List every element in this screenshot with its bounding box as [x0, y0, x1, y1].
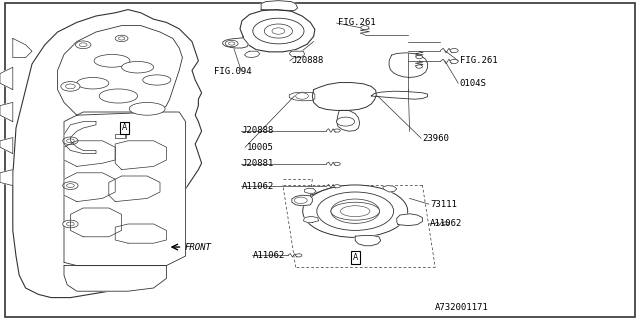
Polygon shape — [223, 38, 248, 48]
Polygon shape — [13, 10, 202, 298]
Text: 23960: 23960 — [422, 134, 449, 143]
Circle shape — [361, 26, 369, 30]
Polygon shape — [244, 51, 260, 58]
Polygon shape — [240, 10, 315, 52]
Circle shape — [66, 84, 76, 89]
Text: J20888: J20888 — [291, 56, 323, 65]
Circle shape — [79, 43, 87, 47]
Text: 73111: 73111 — [430, 200, 457, 209]
Text: FIG.261: FIG.261 — [338, 18, 376, 27]
Circle shape — [294, 197, 307, 204]
Circle shape — [67, 139, 74, 143]
Polygon shape — [312, 83, 376, 110]
Circle shape — [253, 18, 304, 44]
Ellipse shape — [94, 54, 130, 67]
Polygon shape — [109, 176, 160, 202]
Text: A11062: A11062 — [253, 251, 285, 260]
Polygon shape — [64, 112, 186, 266]
Text: FIG.094: FIG.094 — [214, 67, 252, 76]
Circle shape — [334, 129, 340, 132]
Circle shape — [63, 220, 78, 228]
Circle shape — [416, 55, 422, 59]
Polygon shape — [115, 141, 166, 170]
Circle shape — [118, 37, 125, 40]
Circle shape — [264, 24, 292, 38]
Polygon shape — [58, 26, 182, 115]
Ellipse shape — [340, 206, 370, 217]
Text: A11062: A11062 — [242, 182, 274, 191]
Circle shape — [272, 28, 285, 34]
Circle shape — [450, 49, 458, 52]
Polygon shape — [64, 122, 96, 154]
Text: J20881: J20881 — [242, 159, 274, 168]
Text: A732001171: A732001171 — [435, 303, 489, 312]
Circle shape — [63, 137, 78, 145]
Circle shape — [303, 185, 408, 237]
Circle shape — [443, 222, 449, 225]
Text: J20888: J20888 — [242, 126, 274, 135]
Ellipse shape — [143, 75, 171, 85]
Circle shape — [115, 35, 128, 42]
Circle shape — [61, 82, 80, 91]
Circle shape — [416, 65, 422, 68]
Ellipse shape — [122, 61, 154, 73]
Circle shape — [63, 182, 78, 189]
Polygon shape — [70, 208, 122, 237]
Polygon shape — [64, 173, 115, 202]
Polygon shape — [0, 170, 13, 186]
Polygon shape — [292, 195, 312, 206]
Text: FIG.261: FIG.261 — [460, 56, 497, 65]
Text: 10005: 10005 — [246, 143, 273, 152]
Ellipse shape — [129, 102, 165, 115]
Ellipse shape — [77, 77, 109, 89]
Text: A11062: A11062 — [430, 220, 462, 228]
Circle shape — [331, 199, 380, 223]
Circle shape — [76, 41, 91, 49]
Circle shape — [334, 185, 340, 188]
Circle shape — [317, 192, 394, 230]
Circle shape — [337, 117, 355, 126]
Polygon shape — [64, 266, 166, 291]
Circle shape — [344, 205, 367, 217]
Text: FRONT: FRONT — [184, 243, 211, 252]
Polygon shape — [115, 224, 166, 243]
Text: 0104S: 0104S — [460, 79, 486, 88]
Circle shape — [225, 40, 238, 47]
Polygon shape — [383, 186, 397, 192]
Polygon shape — [0, 67, 13, 90]
Polygon shape — [0, 138, 13, 154]
Text: A: A — [353, 253, 358, 262]
Circle shape — [67, 222, 74, 226]
Circle shape — [450, 60, 458, 63]
Polygon shape — [0, 102, 13, 122]
Polygon shape — [389, 53, 428, 77]
Polygon shape — [305, 188, 316, 193]
Polygon shape — [261, 1, 298, 11]
Polygon shape — [306, 186, 404, 236]
Polygon shape — [397, 214, 422, 226]
Circle shape — [67, 184, 74, 188]
Circle shape — [296, 254, 302, 257]
Polygon shape — [355, 236, 381, 246]
Text: A: A — [122, 124, 127, 132]
Polygon shape — [64, 141, 115, 166]
Circle shape — [228, 42, 235, 45]
Polygon shape — [13, 38, 32, 58]
Ellipse shape — [99, 89, 138, 103]
Polygon shape — [289, 92, 315, 101]
Circle shape — [334, 162, 340, 165]
Polygon shape — [371, 91, 428, 99]
Circle shape — [296, 93, 308, 99]
Ellipse shape — [331, 202, 380, 220]
Polygon shape — [303, 216, 319, 222]
Polygon shape — [337, 110, 360, 131]
Polygon shape — [289, 51, 305, 58]
Bar — [115, 134, 125, 138]
